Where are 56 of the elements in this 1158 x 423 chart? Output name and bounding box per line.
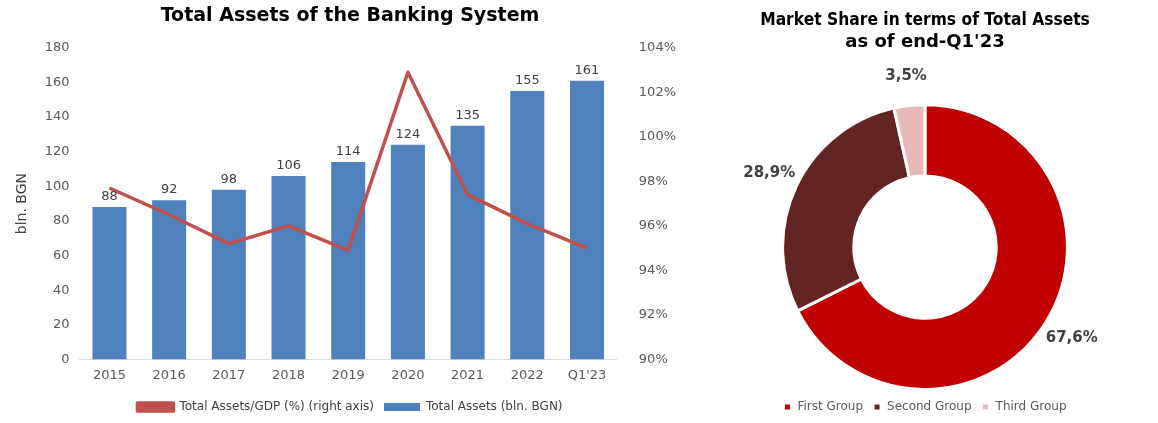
data-label: 106: [276, 156, 301, 172]
legend-label: First Group: [797, 399, 864, 414]
y-tick-label: 80: [53, 212, 70, 228]
legend-label: Third Group: [994, 399, 1067, 414]
x-tick-label: 2015: [92, 366, 127, 382]
data-label: 124: [395, 125, 421, 141]
data-label: 3,5%: [885, 65, 927, 84]
data-label: 135: [455, 106, 481, 122]
y-tick-label: 160: [44, 73, 70, 89]
x-tick-label: 2019: [331, 366, 365, 382]
y2-tick-label: 94%: [638, 261, 668, 277]
y-tick-label: 60: [53, 246, 70, 262]
data-label: 161: [574, 61, 600, 77]
chart-title: Market Share in terms of Total Assets as of end-Q1'23: [760, 8, 1090, 52]
data-label: 67,6%: [1045, 327, 1098, 346]
y2-tick-label: 104%: [638, 39, 677, 55]
bar: [569, 80, 604, 360]
y-tick-label: 0: [61, 350, 70, 366]
y2-tick-label: 92%: [638, 306, 668, 322]
y-axis-title: bln. BGN: [13, 172, 30, 235]
bar: [331, 162, 366, 360]
y2-tick-label: 90%: [638, 350, 668, 366]
bar: [271, 175, 306, 360]
x-tick-label: 2021: [451, 366, 485, 382]
bar: [211, 189, 246, 360]
x-tick-label: 2020: [391, 366, 425, 382]
data-label: 28,9%: [743, 163, 796, 182]
y-tick-label: 180: [44, 39, 70, 55]
y-tick-label: 100: [44, 177, 70, 193]
x-tick-label: 2022: [510, 366, 544, 382]
chart-title: Total Assets of the Banking System: [160, 3, 540, 26]
y-tick-label: 20: [53, 316, 70, 332]
y2-tick-label: 102%: [638, 83, 677, 99]
bar: [510, 91, 545, 360]
x-tick-label: 2016: [152, 366, 186, 382]
data-label: 92: [160, 181, 178, 197]
y-tick-label: 140: [44, 108, 70, 124]
data-label: 155: [514, 71, 540, 87]
legend-label: Second Group: [887, 399, 972, 414]
y-tick-label: 40: [53, 281, 70, 297]
bar: [152, 200, 187, 360]
legend-label: Total Assets (bln. BGN): [424, 399, 563, 414]
y2-tick-label: 96%: [638, 217, 668, 233]
x-tick-label: Q1'23: [567, 366, 607, 382]
y2-tick-label: 100%: [638, 128, 677, 144]
legend-label: Total Assets/GDP (%) (right axis): [178, 399, 374, 414]
x-tick-label: 2017: [212, 366, 246, 382]
y-tick-label: 120: [44, 143, 70, 159]
data-label: 88: [101, 187, 118, 203]
bar: [92, 207, 127, 360]
data-label: 114: [335, 142, 361, 158]
y2-tick-label: 98%: [638, 172, 668, 188]
bar: [390, 144, 425, 360]
data-label: 98: [220, 170, 238, 186]
bar: [450, 125, 485, 360]
x-tick-label: 2018: [271, 366, 306, 382]
